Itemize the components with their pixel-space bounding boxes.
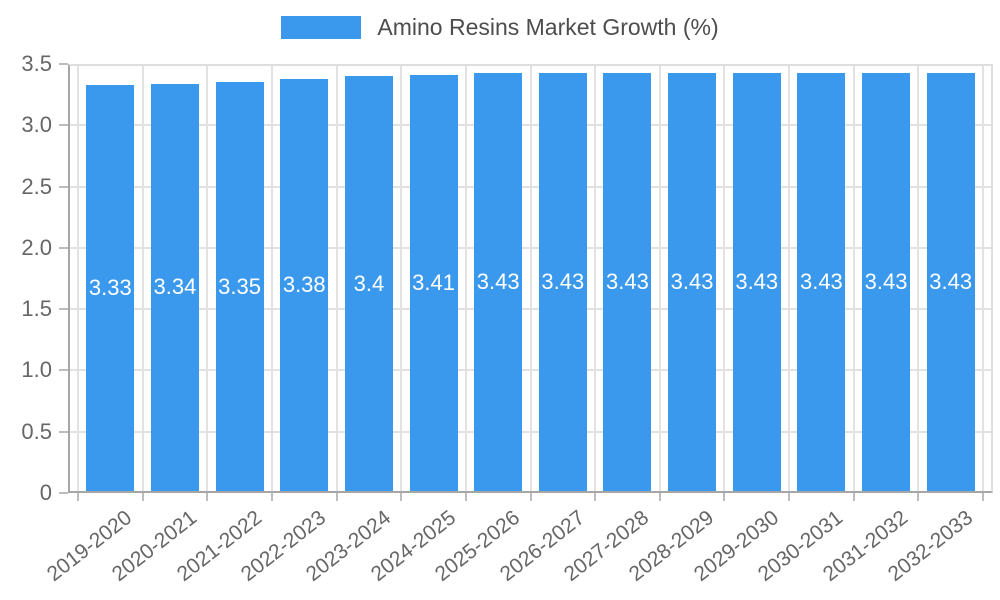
bar: 3.43 <box>862 72 911 491</box>
y-axis-tick <box>59 124 68 127</box>
plot-area <box>68 64 993 493</box>
bar-value-label: 3.43 <box>735 268 779 294</box>
gridline-vertical <box>464 66 467 491</box>
y-tick-label: 2.5 <box>21 173 52 199</box>
bar: 3.38 <box>280 78 329 491</box>
legend: Amino Resins Market Growth (%) <box>0 14 1000 41</box>
x-axis-tick <box>982 493 984 501</box>
gridline-vertical <box>917 66 920 491</box>
bar-value-label: 3.43 <box>476 268 520 294</box>
bar-value-label: 3.34 <box>153 274 197 300</box>
y-axis-tick <box>59 246 68 249</box>
gridline-vertical <box>270 66 273 491</box>
gridline-vertical <box>594 66 597 491</box>
legend-swatch <box>281 16 362 39</box>
x-axis-tick <box>77 493 79 501</box>
legend-label: Amino Resins Market Growth (%) <box>377 14 719 40</box>
gridline-vertical <box>141 66 144 491</box>
bar: 3.34 <box>150 83 199 491</box>
x-axis-tick <box>852 493 855 501</box>
y-tick-label: 3.0 <box>21 112 52 138</box>
x-axis-tick <box>400 493 403 501</box>
y-tick-label: 1.5 <box>21 296 52 322</box>
bar: 3.43 <box>926 72 975 491</box>
bar: 3.43 <box>797 72 846 491</box>
bar-value-label: 3.43 <box>606 268 649 294</box>
y-tick-label: 3.5 <box>21 51 52 76</box>
gridline-vertical <box>658 66 661 491</box>
y-tick-label: 0.5 <box>21 418 52 444</box>
bar-value-label: 3.4 <box>353 270 385 296</box>
x-axis-tick <box>917 493 920 501</box>
bar-value-label: 3.43 <box>541 268 585 294</box>
gridline-vertical <box>788 66 791 491</box>
x-axis-tick <box>658 493 661 501</box>
y-axis-tick <box>59 430 68 433</box>
gridline-vertical <box>723 66 726 491</box>
gridline-vertical <box>529 66 532 491</box>
gridline-vertical <box>206 66 209 491</box>
bar-value-label: 3.43 <box>799 268 843 294</box>
y-axis-tick <box>59 185 68 188</box>
gridline-vertical <box>77 66 79 491</box>
y-tick-label: 0 <box>39 480 52 505</box>
x-axis-tick <box>594 493 597 501</box>
x-axis-tick <box>206 493 209 501</box>
bar: 3.43 <box>603 72 652 491</box>
gridline-vertical <box>982 66 984 491</box>
bar-value-label: 3.43 <box>670 268 714 294</box>
bar-value-label: 3.33 <box>88 274 132 300</box>
y-axis-tick <box>59 369 68 372</box>
y-axis-tick <box>59 492 68 494</box>
bar-value-label: 3.38 <box>282 271 326 297</box>
bar: 3.43 <box>668 72 717 491</box>
x-axis-tick <box>529 493 532 501</box>
x-axis-tick <box>723 493 726 501</box>
x-axis-tick <box>335 493 338 501</box>
bar: 3.41 <box>409 75 458 491</box>
bar-value-label: 3.43 <box>929 268 973 294</box>
y-tick-label: 1.0 <box>21 357 52 383</box>
bar-value-label: 3.41 <box>412 270 455 295</box>
y-axis-tick <box>59 63 68 65</box>
y-tick-label: 2.0 <box>21 234 52 260</box>
x-axis-tick <box>788 493 791 501</box>
bar: 3.33 <box>86 84 135 491</box>
y-axis-tick <box>59 308 68 311</box>
bar: 3.35 <box>215 82 264 491</box>
x-axis-tick <box>141 493 144 501</box>
x-axis-tick <box>270 493 273 501</box>
x-axis-tick <box>464 493 467 501</box>
bar: 3.43 <box>474 72 523 491</box>
bar: 3.43 <box>538 72 587 491</box>
gridline-vertical <box>852 66 855 491</box>
bar-value-label: 3.43 <box>864 268 908 294</box>
bar-value-label: 3.35 <box>218 273 262 299</box>
bar: 3.43 <box>732 72 781 491</box>
gridline-vertical <box>400 66 403 491</box>
bar: 3.4 <box>344 76 393 491</box>
gridline-vertical <box>335 66 338 491</box>
